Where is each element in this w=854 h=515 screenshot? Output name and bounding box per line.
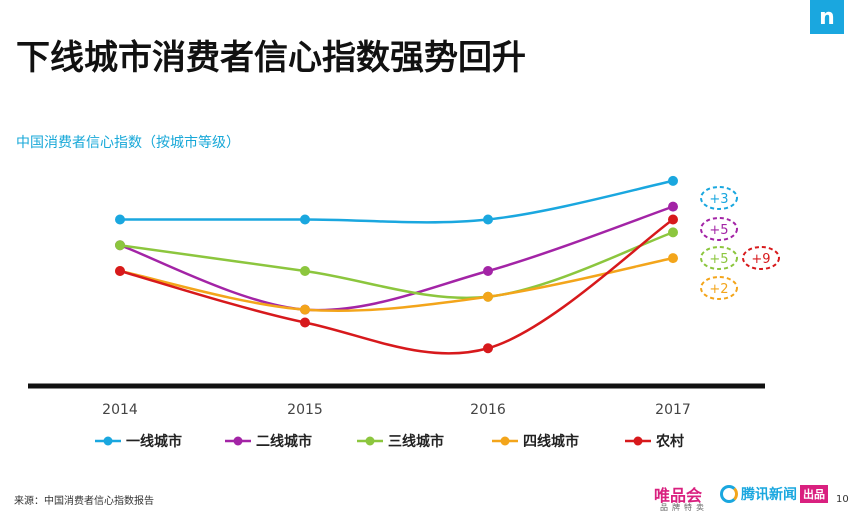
page-number: 10: [836, 494, 849, 505]
series-line: [119, 231, 674, 300]
data-point: [483, 343, 493, 354]
legend-marker: [365, 436, 375, 446]
data-point: [668, 227, 678, 238]
source-note: 来源：中国消费者信心指数报告: [14, 496, 154, 507]
tencent-news-brand: 腾讯新闻 出品: [720, 484, 828, 504]
legend-marker: [233, 436, 243, 446]
data-point: [300, 304, 310, 315]
change-badge-outline: [700, 246, 738, 270]
chart-subtitle: 中国消费者信心指数（按城市等级）: [16, 135, 240, 151]
data-point: [483, 266, 493, 276]
series-line: [120, 179, 674, 224]
vip-brand-tagline: 品牌特卖: [660, 503, 708, 512]
legend-label: 三线城市: [388, 433, 444, 450]
data-point: [668, 214, 678, 225]
legend-label: 农村: [655, 433, 684, 450]
data-point: [483, 214, 493, 225]
x-tick-label: 2014: [102, 402, 138, 418]
change-badge-label: +5: [709, 252, 728, 267]
data-point: [300, 317, 310, 328]
data-point: [115, 266, 125, 276]
page-title: 下线城市消费者信心指数强势回升: [16, 38, 526, 78]
legend-marker: [633, 436, 643, 446]
series-line: [119, 256, 674, 312]
legend-marker: [103, 436, 113, 446]
x-tick-label: 2015: [287, 402, 323, 418]
change-badge-outline: [742, 246, 780, 270]
change-badge-label: +5: [709, 223, 728, 238]
change-badge-outline: [700, 186, 738, 210]
series-line: [119, 205, 674, 312]
x-tick-label: 2016: [470, 402, 506, 418]
change-badge-label: +3: [709, 192, 728, 207]
data-point: [668, 253, 678, 264]
data-point: [668, 175, 678, 186]
change-badge-outline: [700, 276, 738, 300]
change-badge-label: +9: [751, 252, 770, 267]
change-badge-outline: [700, 217, 738, 241]
data-point: [483, 291, 493, 302]
brand-logo: n: [810, 0, 844, 34]
legend-label: 四线城市: [523, 433, 579, 450]
legend-label: 一线城市: [126, 433, 182, 450]
vip-brand-logo: 唯品会: [654, 486, 703, 505]
series-line: [119, 218, 674, 355]
data-point: [668, 201, 678, 212]
data-point: [300, 266, 310, 276]
legend-marker: [500, 436, 510, 446]
change-badge-label: +2: [709, 282, 728, 297]
data-point: [300, 214, 310, 225]
tencent-news-badge: 出品: [800, 485, 828, 503]
data-point: [115, 214, 125, 225]
x-tick-label: 2017: [655, 402, 691, 418]
tencent-news-label: 腾讯新闻: [741, 487, 797, 503]
tencent-news-icon: [720, 485, 738, 503]
data-point: [115, 240, 125, 251]
legend-label: 二线城市: [256, 433, 312, 450]
